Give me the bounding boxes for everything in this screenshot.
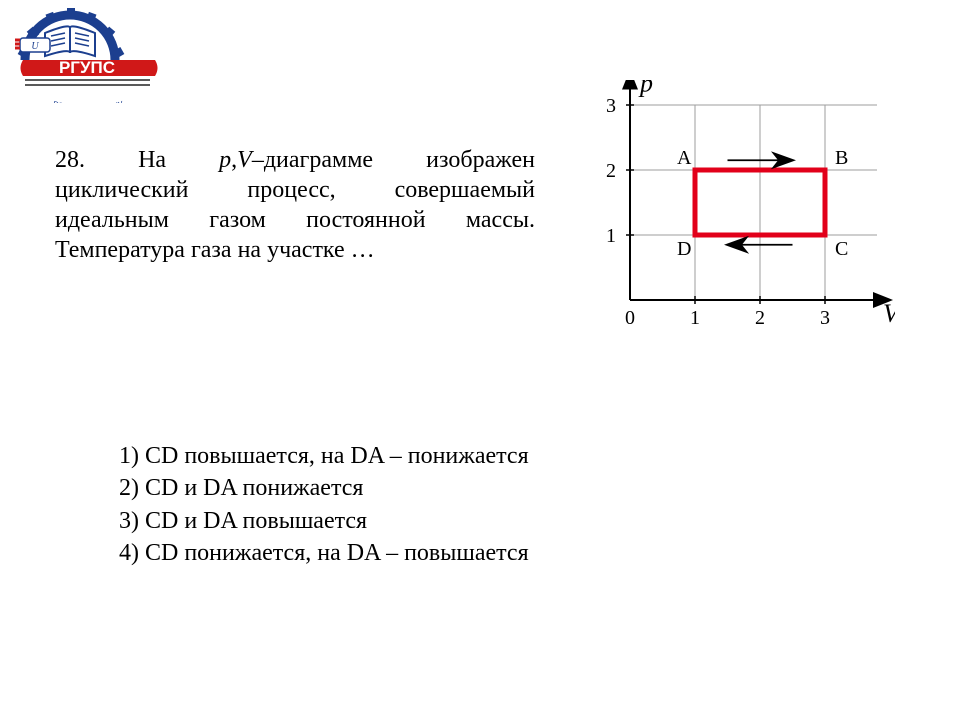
svg-text:2: 2 [606, 160, 616, 182]
svg-text:3: 3 [606, 95, 616, 117]
svg-text:p: p [638, 80, 653, 98]
book-icon [45, 26, 95, 56]
answer-option-2[interactable]: 2) CD и DA понижается [105, 472, 529, 504]
question-text: 28. На p,V–диаграмме изображен циклическ… [55, 145, 535, 265]
svg-text:B: B [835, 147, 848, 169]
pv-diagram: 0 1 2 3 1 2 3 Vp A B C D [575, 80, 895, 350]
answer-options: 1) CD повышается, на DA – понижается 2) … [105, 440, 529, 570]
svg-text:U: U [31, 41, 39, 52]
wing-icon: U [15, 38, 50, 52]
svg-text:0: 0 [625, 307, 635, 329]
svg-text:C: C [835, 238, 848, 260]
answer-option-1[interactable]: 1) CD повышается, на DA – понижается [105, 440, 529, 472]
answer-option-4[interactable]: 4) CD понижается, на DA – повышается [105, 537, 529, 569]
svg-text:A: A [677, 147, 692, 169]
svg-text:1: 1 [690, 307, 700, 329]
university-logo: РГУПС U РОСТОВ-НА-ДОНУ [15, 8, 160, 103]
rails-icon [25, 80, 150, 85]
logo-subtext: РОСТОВ-НА-ДОНУ [52, 99, 125, 103]
svg-text:V: V [883, 299, 895, 328]
logo-text: РГУПС [59, 58, 115, 77]
svg-text:1: 1 [606, 225, 616, 247]
answer-option-3[interactable]: 3) CD и DA повышается [105, 505, 529, 537]
svg-text:3: 3 [820, 307, 830, 329]
svg-text:D: D [677, 238, 691, 260]
svg-text:2: 2 [755, 307, 765, 329]
